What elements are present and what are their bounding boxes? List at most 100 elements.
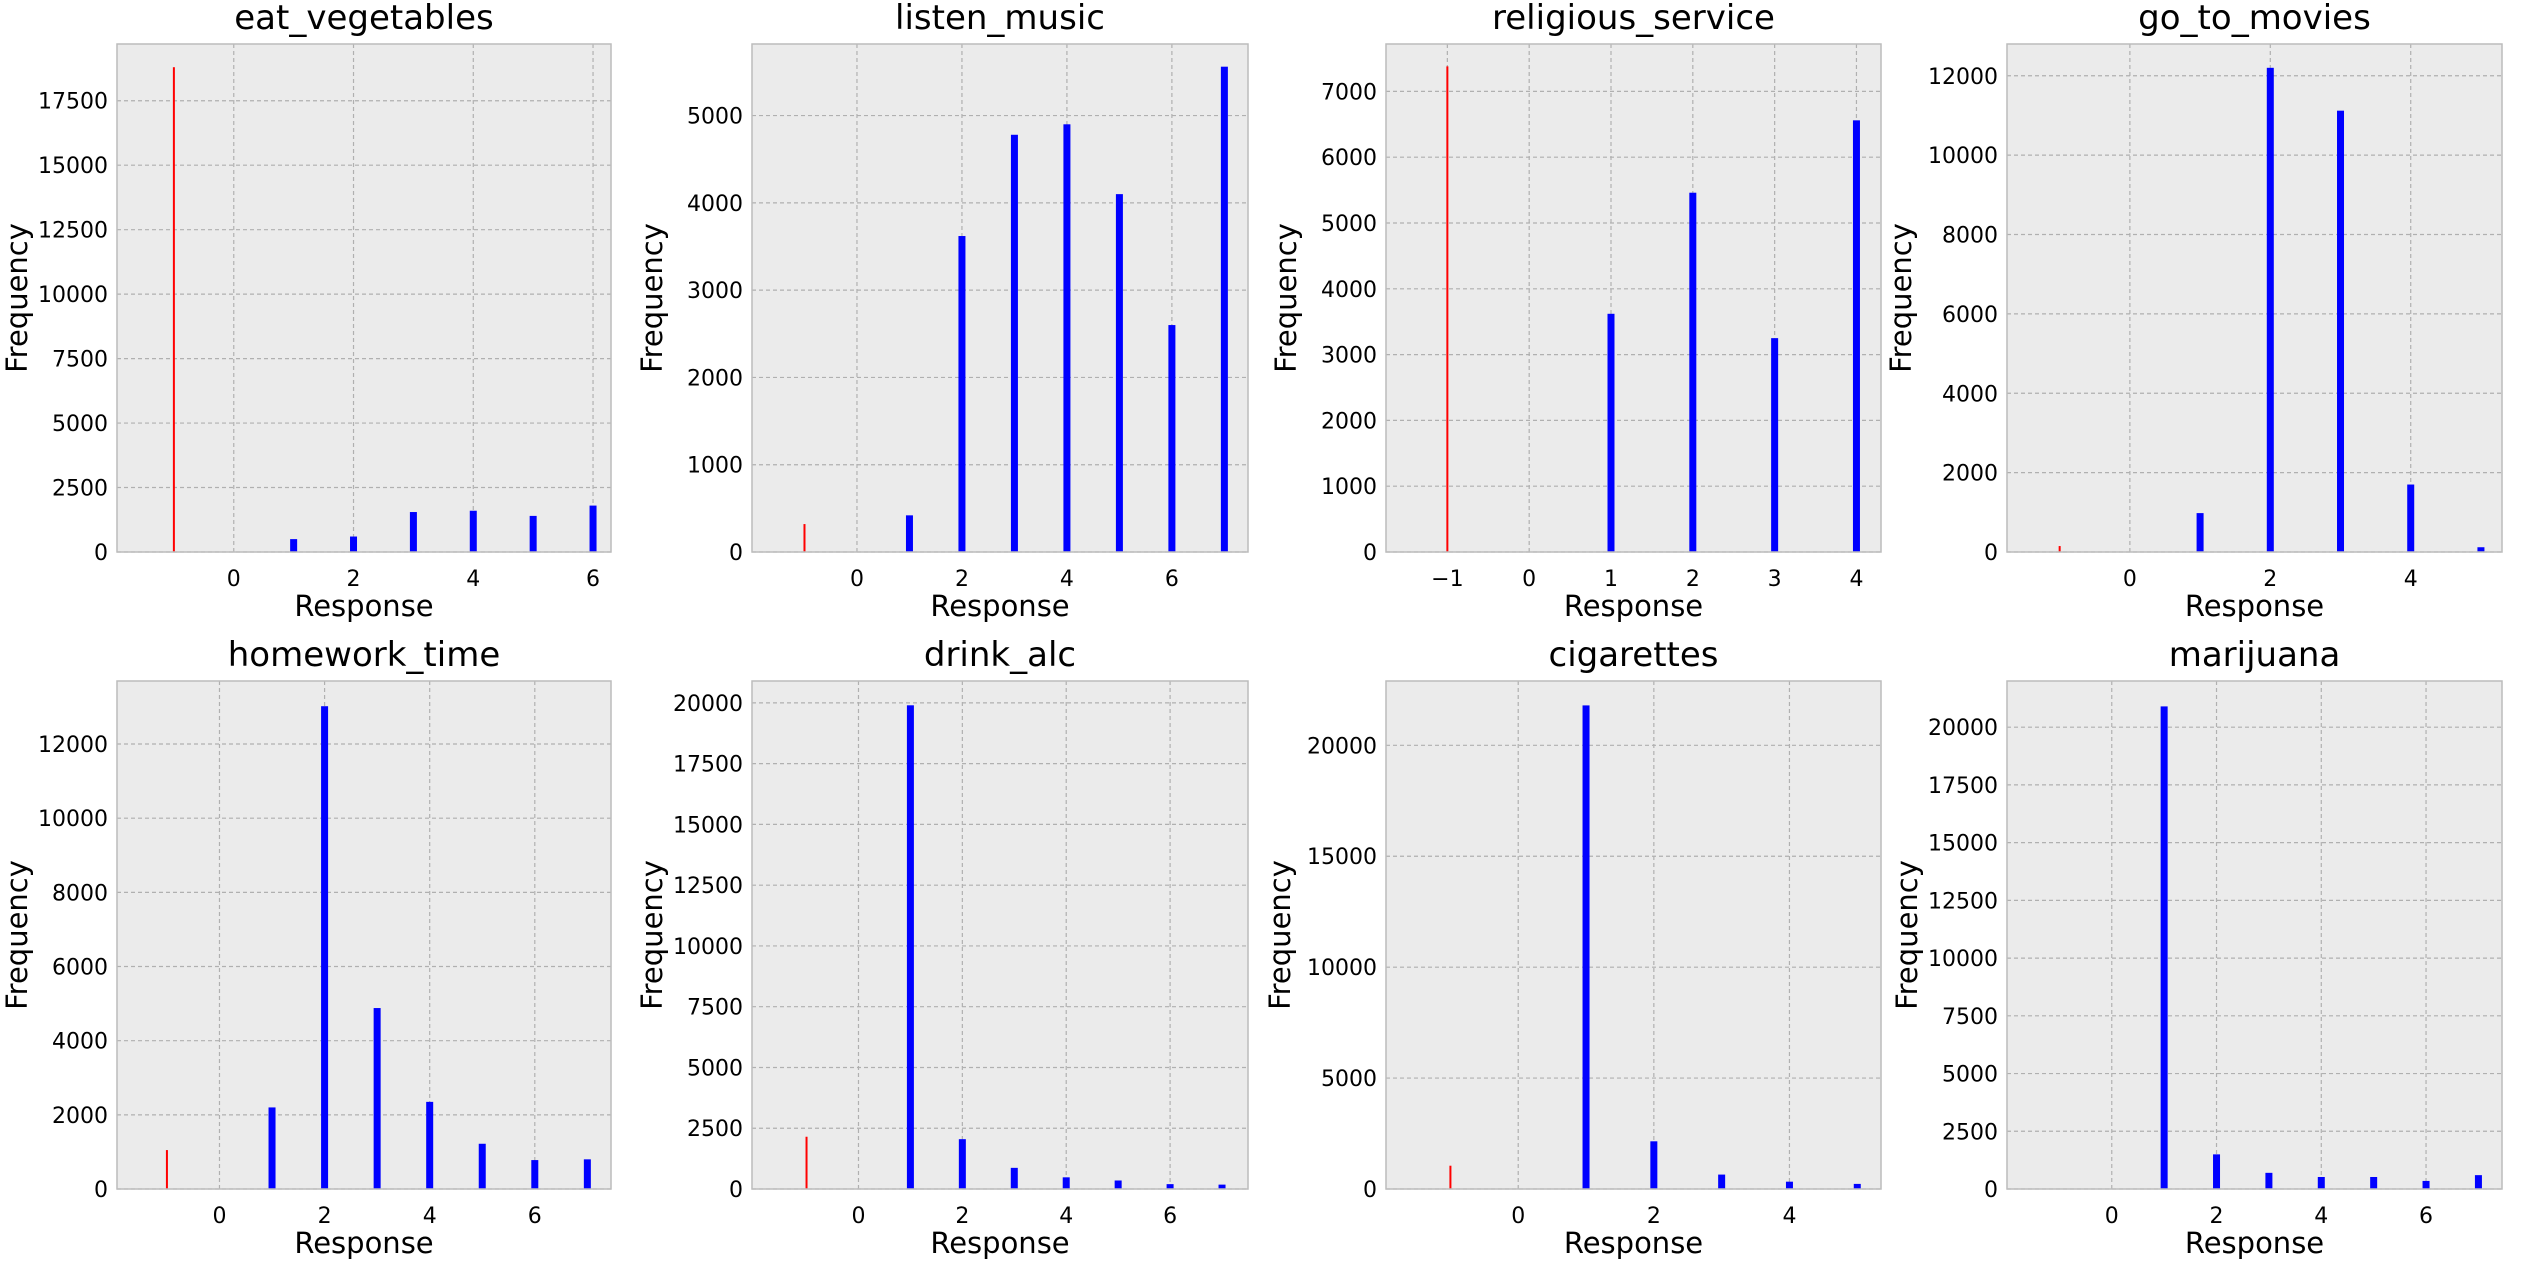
bar xyxy=(2266,67,2274,552)
x-tick-label: 0 xyxy=(212,1204,226,1229)
bar xyxy=(803,524,806,552)
bar xyxy=(478,1143,486,1189)
subplot-title: listen_music xyxy=(895,0,1105,38)
y-tick-label: 12500 xyxy=(1928,889,1998,914)
x-tick-label: 0 xyxy=(227,567,241,592)
subplot-eat-vegetables: 0 2 4 6 0 2500 5000 7500 10000 12500 15000 17500 eat… xyxy=(0,0,612,623)
bar xyxy=(2058,546,2061,552)
y-tick-label: 10000 xyxy=(1928,144,1998,169)
y-tick-label: 2000 xyxy=(1321,409,1377,434)
y-axis-label: Frequency xyxy=(1890,860,1924,1010)
y-tick-label: 0 xyxy=(729,541,743,566)
y-tick-label: 10000 xyxy=(1928,947,1998,972)
subplot-marijuana: 0 2 4 6 0 2500 5000 7500 10000 12500 15000 17500 200… xyxy=(1890,635,2503,1260)
bar xyxy=(2370,1176,2378,1189)
bar xyxy=(1010,1167,1018,1189)
y-tick-label: 7000 xyxy=(1321,80,1377,105)
bar xyxy=(2422,1180,2430,1189)
y-tick-label: 0 xyxy=(729,1178,743,1203)
y-tick-label: 10000 xyxy=(673,935,743,960)
y-tick-label: 2500 xyxy=(687,1117,743,1142)
plot-background xyxy=(1386,681,1881,1189)
x-tick-label: 0 xyxy=(851,1204,865,1229)
subplot-title: religious_service xyxy=(1492,0,1775,38)
y-tick-label: 0 xyxy=(1363,541,1377,566)
subplot-listen-music: 0 2 4 6 0 1000 2000 3000 4000 5000 listen_music Res… xyxy=(635,0,1249,623)
bar xyxy=(469,510,477,552)
bar xyxy=(529,515,537,552)
y-axis-label: Frequency xyxy=(0,223,34,373)
bar xyxy=(1771,338,1779,552)
y-tick-label: 12500 xyxy=(38,219,108,244)
x-tick-label: 4 xyxy=(423,1204,437,1229)
x-tick-label: 3 xyxy=(1768,567,1782,592)
x-tick-label: −1 xyxy=(1431,567,1463,592)
y-tick-label: 8000 xyxy=(1942,224,1998,249)
x-axis-label: Response xyxy=(294,1226,433,1260)
bar xyxy=(321,706,329,1189)
y-tick-label: 17500 xyxy=(673,753,743,778)
bar xyxy=(2407,484,2415,552)
bar xyxy=(350,536,358,552)
y-axis-label: Frequency xyxy=(0,860,34,1010)
x-tick-label: 4 xyxy=(1060,567,1074,592)
y-tick-label: 12000 xyxy=(1928,65,1998,90)
y-axis-label: Frequency xyxy=(635,860,669,1010)
bar xyxy=(1582,705,1590,1189)
bar xyxy=(1607,313,1615,552)
x-tick-label: 0 xyxy=(850,567,864,592)
y-tick-label: 1000 xyxy=(687,454,743,479)
subplot-cigarettes: 0 2 4 0 5000 10000 15000 20000 cigarettes Respons… xyxy=(1263,635,1882,1260)
plot-background xyxy=(752,44,1248,552)
bar xyxy=(1220,66,1228,553)
x-tick-label: 2 xyxy=(1647,1204,1661,1229)
bar xyxy=(1166,1184,1174,1189)
x-axis-label: Response xyxy=(930,1226,1069,1260)
y-tick-label: 7500 xyxy=(687,996,743,1021)
x-tick-label: 0 xyxy=(2123,567,2137,592)
y-tick-label: 7500 xyxy=(1942,1005,1998,1030)
subplot-title: cigarettes xyxy=(1549,635,1719,675)
y-tick-label: 10000 xyxy=(38,807,108,832)
bar xyxy=(583,1159,591,1189)
bar xyxy=(2265,1172,2273,1189)
subplot-homework-time: 0 2 4 6 0 2000 4000 6000 8000 10000 12000 homework_… xyxy=(0,635,612,1260)
subplot-religious-service: −1 0 1 2 3 4 0 1000 2000 3000 4000 5000 6000 7000 reli… xyxy=(1269,0,1882,623)
bar xyxy=(805,1136,808,1189)
y-tick-label: 6000 xyxy=(1321,146,1377,171)
y-tick-label: 0 xyxy=(1984,541,1998,566)
x-axis-label: Response xyxy=(2185,589,2324,623)
y-tick-label: 8000 xyxy=(52,881,108,906)
bar xyxy=(958,1139,966,1189)
x-tick-label: 4 xyxy=(2404,567,2418,592)
subplot-go-to-movies: 0 2 4 0 2000 4000 6000 8000 10000 12000 go_to_movi… xyxy=(1884,0,2503,623)
bar xyxy=(1852,120,1860,552)
y-tick-label: 2000 xyxy=(52,1104,108,1129)
x-tick-label: 4 xyxy=(466,567,480,592)
bar xyxy=(2317,1176,2325,1189)
y-tick-label: 3000 xyxy=(1321,344,1377,369)
plot-frame xyxy=(2006,680,2503,1190)
plot-frame xyxy=(1385,43,1882,553)
x-tick-label: 0 xyxy=(2105,1204,2119,1229)
y-tick-label: 20000 xyxy=(673,692,743,717)
plot-frame xyxy=(1385,680,1882,1190)
plot-background xyxy=(2007,681,2502,1189)
y-tick-label: 20000 xyxy=(1928,716,1998,741)
bar xyxy=(1218,1184,1226,1189)
plot-background xyxy=(117,44,611,552)
subplot-title: eat_vegetables xyxy=(234,0,493,38)
plot-background xyxy=(117,681,611,1189)
x-tick-label: 6 xyxy=(586,567,600,592)
y-tick-label: 2000 xyxy=(1942,462,1998,487)
x-tick-label: 4 xyxy=(2314,1204,2328,1229)
bar xyxy=(2337,110,2345,553)
y-tick-label: 4000 xyxy=(1321,278,1377,303)
bar xyxy=(2474,1175,2482,1189)
y-tick-label: 1000 xyxy=(1321,475,1377,500)
bar xyxy=(1718,1174,1726,1189)
x-tick-label: 6 xyxy=(528,1204,542,1229)
y-tick-label: 7500 xyxy=(52,348,108,373)
bar xyxy=(1689,192,1697,552)
